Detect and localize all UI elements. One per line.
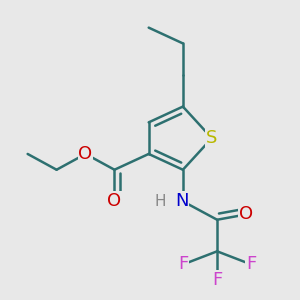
Text: O: O — [239, 206, 253, 224]
Text: N: N — [175, 192, 188, 210]
Text: O: O — [79, 145, 93, 163]
Text: F: F — [178, 256, 188, 274]
Text: O: O — [107, 192, 122, 210]
Text: F: F — [246, 256, 256, 274]
Text: F: F — [212, 271, 222, 289]
Text: S: S — [206, 129, 218, 147]
Text: H: H — [155, 194, 166, 209]
